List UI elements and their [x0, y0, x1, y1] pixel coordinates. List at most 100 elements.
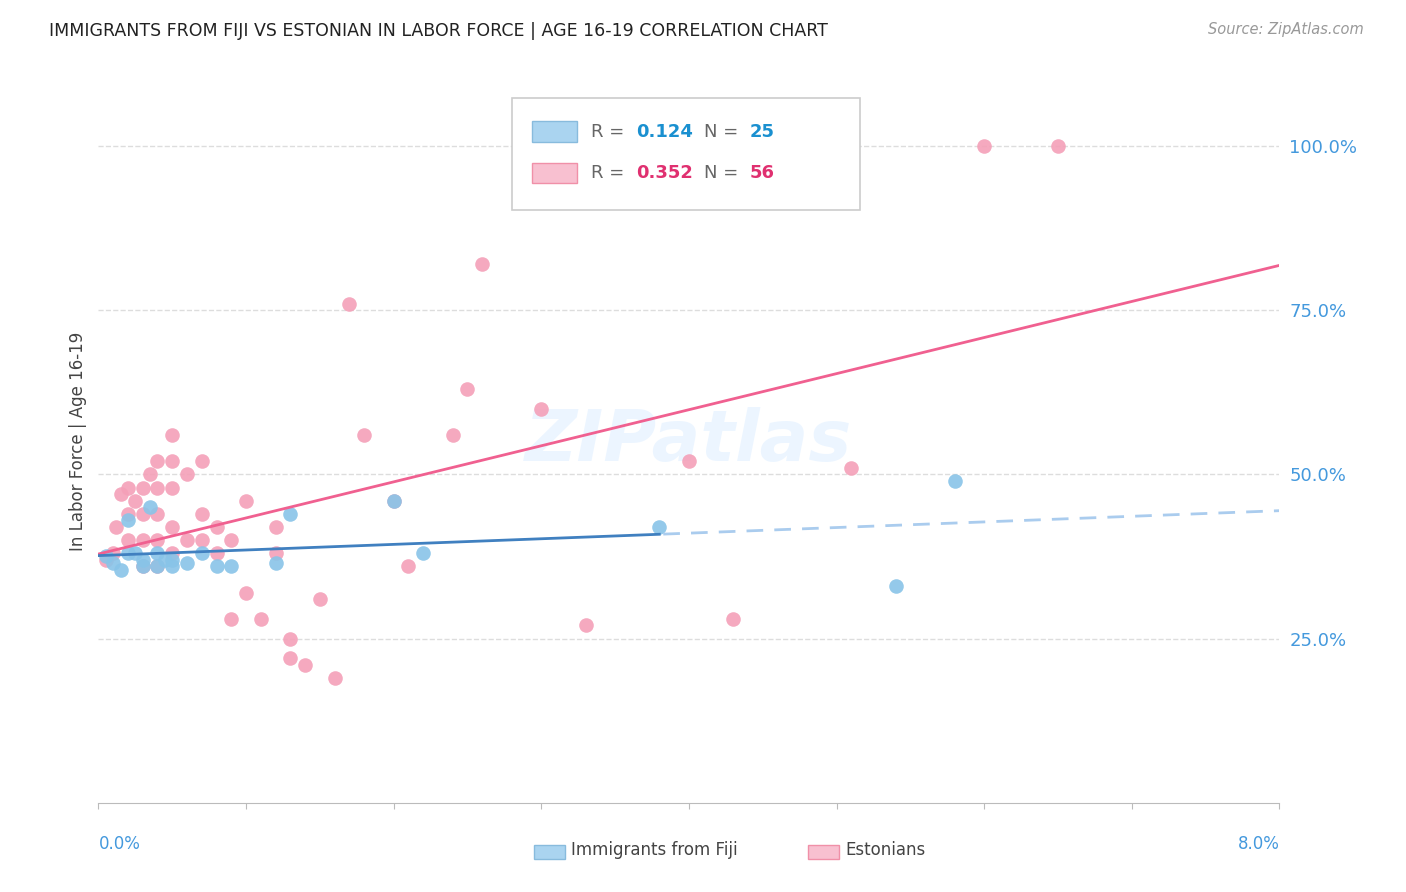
Point — [103, 546, 125, 560]
Point — [250, 612, 273, 626]
Point — [105, 520, 128, 534]
Point — [191, 507, 214, 521]
Text: N =: N = — [704, 164, 744, 182]
Point — [117, 513, 139, 527]
Point — [235, 493, 257, 508]
Point — [280, 507, 302, 521]
Point — [176, 556, 198, 570]
Point — [221, 559, 243, 574]
Text: R =: R = — [591, 164, 630, 182]
Point — [441, 428, 464, 442]
Point — [162, 546, 183, 560]
Point — [943, 474, 966, 488]
Point — [117, 507, 139, 521]
Point — [176, 467, 198, 482]
Text: ZIPatlas: ZIPatlas — [526, 407, 852, 476]
Point — [146, 481, 169, 495]
Point — [191, 533, 214, 547]
Point — [841, 460, 863, 475]
Point — [339, 296, 361, 310]
Point — [221, 612, 243, 626]
Point — [205, 559, 228, 574]
Point — [146, 533, 169, 547]
Point — [723, 612, 745, 626]
Point — [678, 454, 700, 468]
Point — [162, 559, 183, 574]
Text: 0.0%: 0.0% — [98, 835, 141, 854]
Point — [353, 428, 375, 442]
Point — [139, 500, 162, 515]
Point — [235, 585, 257, 599]
Point — [264, 556, 287, 570]
FancyBboxPatch shape — [531, 121, 576, 142]
Point — [103, 556, 125, 570]
Point — [124, 493, 146, 508]
FancyBboxPatch shape — [531, 162, 576, 183]
Point — [648, 520, 671, 534]
Text: Source: ZipAtlas.com: Source: ZipAtlas.com — [1208, 22, 1364, 37]
Point — [575, 618, 598, 632]
Point — [162, 520, 183, 534]
Point — [132, 559, 155, 574]
Text: N =: N = — [704, 122, 744, 141]
Point — [94, 553, 117, 567]
Point — [132, 559, 155, 574]
Point — [146, 559, 169, 574]
Point — [146, 559, 169, 574]
Point — [398, 559, 420, 574]
Text: 25: 25 — [749, 122, 775, 141]
Point — [146, 546, 169, 560]
Text: Immigrants from Fiji: Immigrants from Fiji — [571, 841, 738, 859]
Point — [457, 382, 479, 396]
Point — [280, 632, 302, 646]
Point — [471, 257, 494, 271]
Text: 0.352: 0.352 — [636, 164, 693, 182]
Point — [110, 563, 132, 577]
Point — [191, 454, 214, 468]
Point — [530, 401, 553, 416]
Point — [382, 493, 405, 508]
Point — [110, 487, 132, 501]
Point — [162, 454, 183, 468]
Point — [162, 481, 183, 495]
Point — [382, 493, 405, 508]
Point — [280, 651, 302, 665]
FancyBboxPatch shape — [512, 98, 860, 211]
Text: 8.0%: 8.0% — [1237, 835, 1279, 854]
Y-axis label: In Labor Force | Age 16-19: In Labor Force | Age 16-19 — [69, 332, 87, 551]
Point — [132, 533, 155, 547]
Point — [146, 507, 169, 521]
Point — [153, 553, 176, 567]
Point — [117, 481, 139, 495]
Point — [146, 454, 169, 468]
Point — [412, 546, 434, 560]
Point — [294, 657, 316, 672]
Text: 0.124: 0.124 — [636, 122, 693, 141]
Point — [264, 520, 287, 534]
Point — [191, 546, 214, 560]
Text: IMMIGRANTS FROM FIJI VS ESTONIAN IN LABOR FORCE | AGE 16-19 CORRELATION CHART: IMMIGRANTS FROM FIJI VS ESTONIAN IN LABO… — [49, 22, 828, 40]
Point — [176, 533, 198, 547]
Text: R =: R = — [591, 122, 630, 141]
Text: 56: 56 — [749, 164, 775, 182]
Point — [117, 533, 139, 547]
Point — [132, 553, 155, 567]
Point — [132, 507, 155, 521]
Point — [205, 520, 228, 534]
Point — [117, 546, 139, 560]
Point — [162, 428, 183, 442]
Point — [1046, 139, 1070, 153]
Point — [162, 553, 183, 567]
Point — [323, 671, 346, 685]
Point — [884, 579, 907, 593]
Point — [973, 139, 995, 153]
Point — [309, 592, 332, 607]
Point — [132, 481, 155, 495]
Point — [205, 546, 228, 560]
Point — [124, 546, 146, 560]
Text: Estonians: Estonians — [845, 841, 925, 859]
Point — [139, 467, 162, 482]
Point — [264, 546, 287, 560]
Point — [94, 549, 117, 564]
Point — [221, 533, 243, 547]
